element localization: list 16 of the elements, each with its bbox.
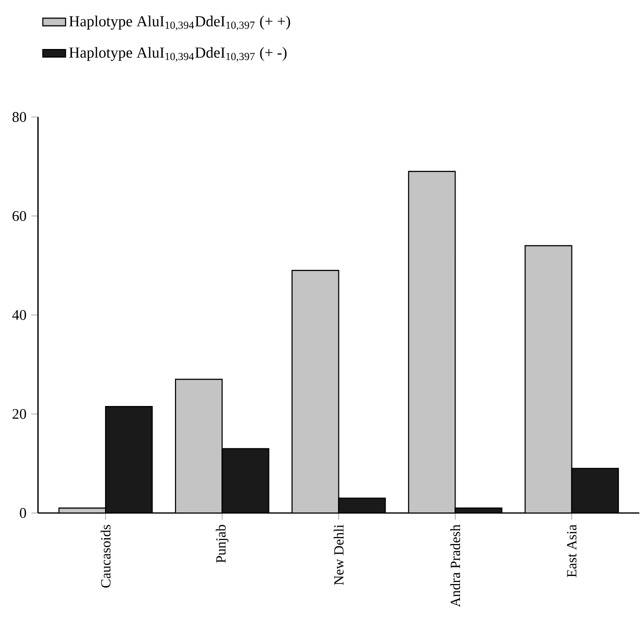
bar <box>174 378 223 513</box>
legend-label: Haplotype AluI$_{10,394}$DdeI$_{10,397}$ (+ +) <box>69 16 290 30</box>
x-tick-label: Caucasoids <box>100 524 111 588</box>
bar <box>524 245 572 513</box>
y-tick-label: 0 <box>20 508 26 518</box>
legend-label: Haplotype AluI$_{10,394}$DdeI$_{10,397}$ (+ -) <box>69 46 287 62</box>
y-tick-label: 40 <box>12 310 26 320</box>
x-tick-label: Punjab <box>216 524 228 563</box>
bar <box>292 270 340 513</box>
x-tick-label: New Dehli <box>334 524 344 586</box>
y-tick-label: 60 <box>12 211 26 221</box>
y-tick-label: 80 <box>12 112 26 122</box>
x-tick-label: Andra Pradesh <box>450 524 460 608</box>
bar <box>408 170 456 513</box>
x-tick-label: East Asia <box>567 524 576 578</box>
y-tick-label: 20 <box>12 409 26 419</box>
